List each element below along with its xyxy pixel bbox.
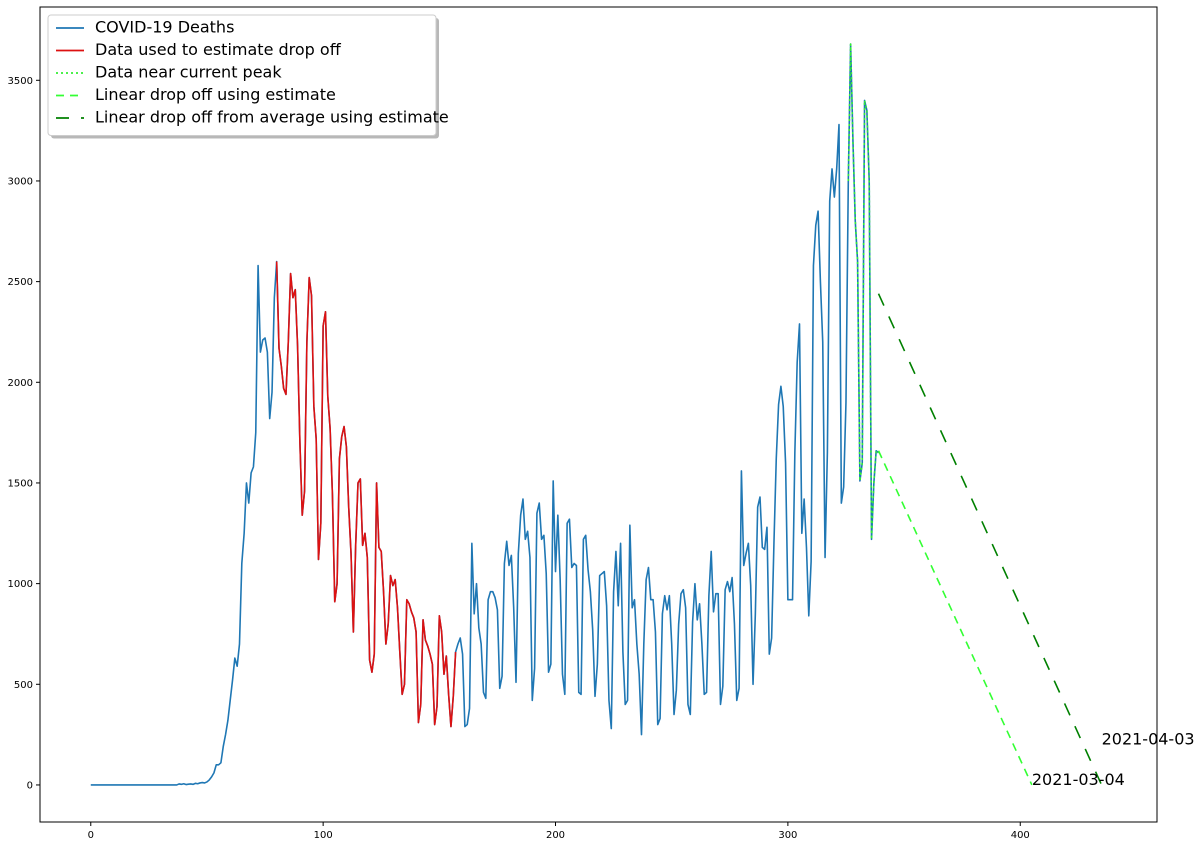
series-line xyxy=(847,43,880,541)
legend: COVID-19 Deaths Data used to estimate dro… xyxy=(47,14,449,139)
x-tick-label: 200 xyxy=(546,830,565,841)
y-tick-label: 1000 xyxy=(8,579,33,590)
annotation: 2021-04-03 xyxy=(1102,730,1195,749)
series-line xyxy=(90,43,880,786)
y-tick-label: 0 xyxy=(27,780,33,791)
y-tick-label: 500 xyxy=(14,680,33,691)
x-tick-label: 400 xyxy=(1011,830,1030,841)
legend-label: Data near current peak xyxy=(95,63,282,82)
series-line xyxy=(275,261,457,728)
legend-label: Linear drop off from average using estim… xyxy=(95,108,449,127)
axes-frame xyxy=(39,6,1158,823)
legend-box xyxy=(47,14,437,136)
x-tick-label: 0 xyxy=(88,830,94,841)
y-tick-label: 3000 xyxy=(8,176,33,187)
legend-label: Data used to estimate drop off xyxy=(95,40,342,59)
y-tick-label: 2500 xyxy=(8,277,33,288)
annotation: 2021-03-04 xyxy=(1032,770,1125,789)
y-tick-label: 1500 xyxy=(8,478,33,489)
y-tick-label: 3500 xyxy=(8,76,33,87)
plot-area xyxy=(90,43,1103,786)
legend-label: Linear drop off using estimate xyxy=(95,85,336,104)
axes: 0 100 200 300 400 0 500 1000 1500 2000 2500 3000 350… xyxy=(8,76,1195,841)
x-tick-label: 100 xyxy=(314,830,333,841)
series-line xyxy=(877,450,1033,786)
legend-label: COVID-19 Deaths xyxy=(95,18,234,37)
y-tick-label: 2000 xyxy=(8,378,33,389)
x-tick-label: 300 xyxy=(778,830,797,841)
